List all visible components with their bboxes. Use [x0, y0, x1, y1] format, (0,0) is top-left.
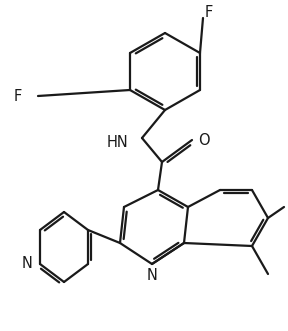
- Text: HN: HN: [106, 134, 128, 150]
- Text: F: F: [205, 5, 213, 20]
- Text: O: O: [198, 132, 210, 148]
- Text: F: F: [14, 88, 22, 104]
- Text: N: N: [21, 257, 32, 271]
- Text: N: N: [147, 268, 158, 283]
